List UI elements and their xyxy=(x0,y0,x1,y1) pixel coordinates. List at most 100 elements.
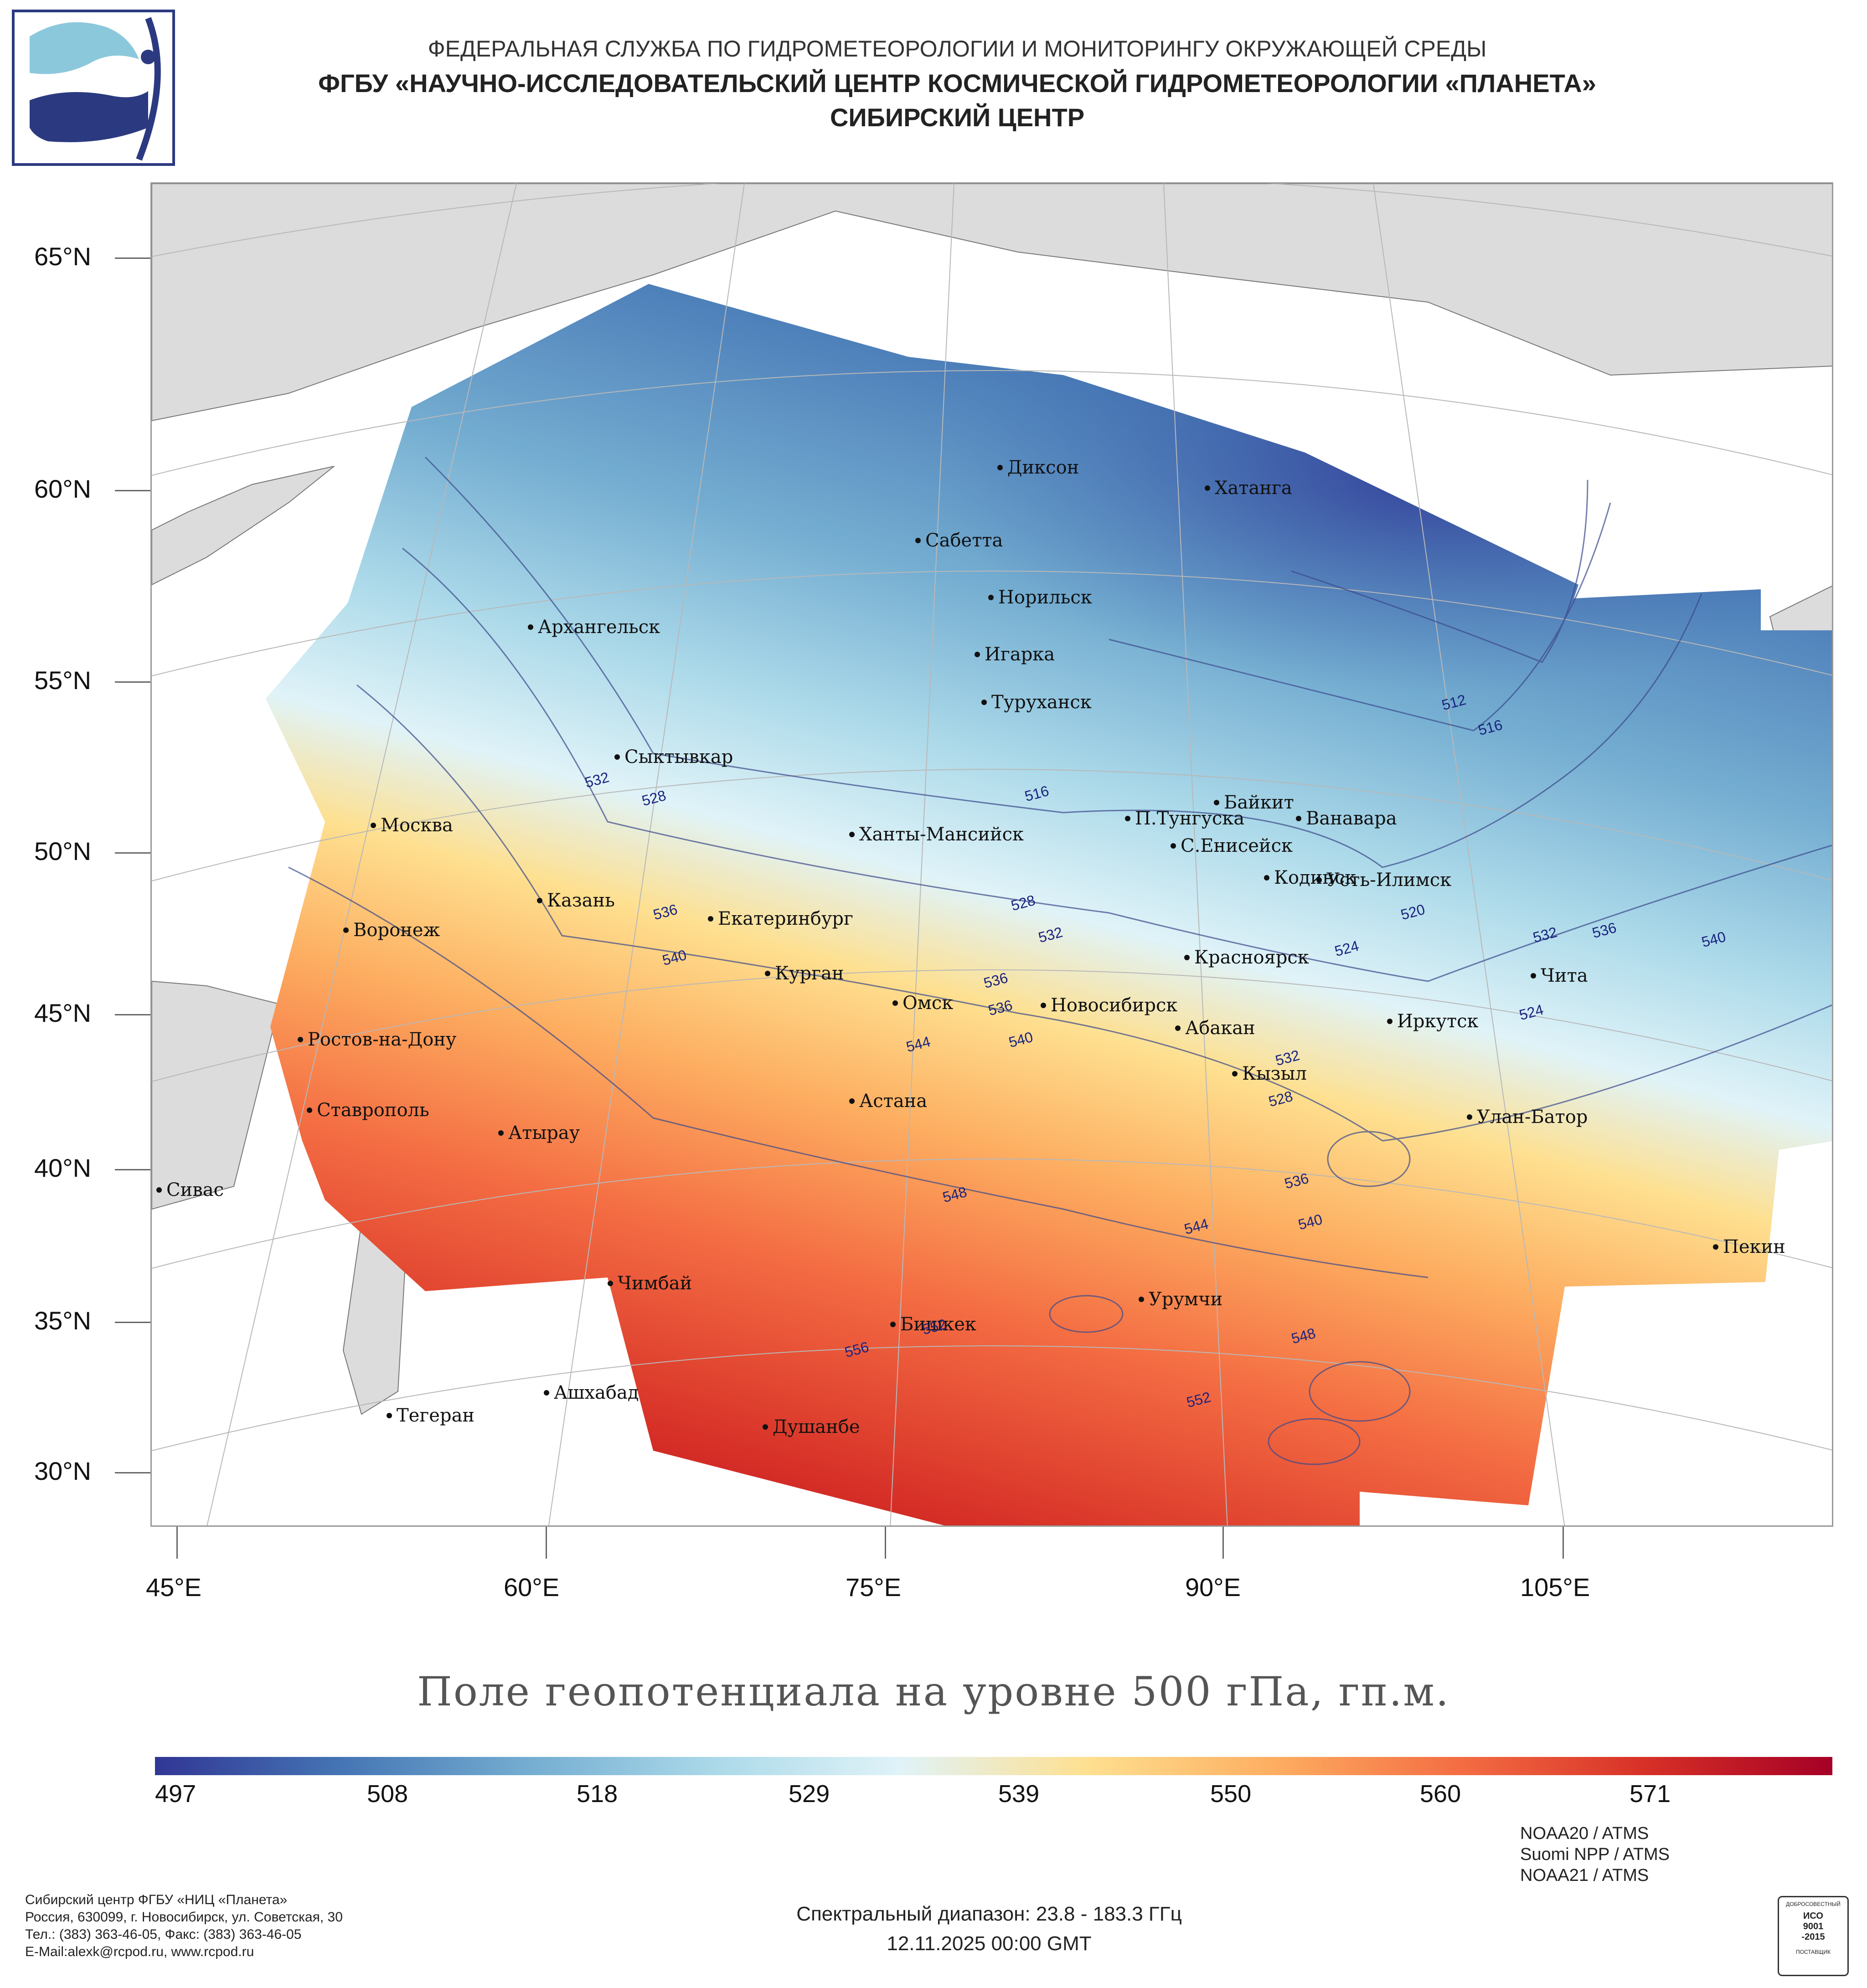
city-label: Байкит xyxy=(1224,792,1294,813)
city-dot xyxy=(1713,1244,1718,1250)
iso-badge: ДОБРОСОВЕСТНЫЙ ИСО 9001 -2015 ПОСТАВЩИК xyxy=(1778,1896,1849,1976)
city-dot xyxy=(1296,816,1301,821)
city-marker: Кодинск xyxy=(1264,867,1356,888)
spectral-range: Спектральный диапазон: 23.8 - 183.3 ГГц xyxy=(796,1903,1182,1925)
city-dot xyxy=(1184,955,1190,960)
city-label: Кызыл xyxy=(1242,1063,1307,1084)
city-marker: Ашхабад xyxy=(544,1382,639,1403)
city-label: Москва xyxy=(381,815,453,836)
city-marker: Кызыл xyxy=(1232,1063,1307,1084)
city-dot xyxy=(1264,875,1269,881)
satellite-item: Suomi NPP / ATMS xyxy=(1520,1845,1670,1864)
city-marker: Воронеж xyxy=(343,920,440,941)
city-dot xyxy=(343,927,349,933)
city-marker: Урумчи xyxy=(1139,1289,1222,1310)
city-label: Курган xyxy=(775,963,844,984)
header-line-1: ФЕДЕРАЛЬНАЯ СЛУЖБА ПО ГИДРОМЕТЕОРОЛОГИИ … xyxy=(428,36,1487,62)
city-dot xyxy=(849,832,855,837)
city-dot xyxy=(156,1187,162,1193)
city-marker: Курган xyxy=(765,963,844,984)
lon-tick xyxy=(885,1527,886,1559)
city-marker: Абакан xyxy=(1175,1018,1255,1039)
city-label: Иркутск xyxy=(1397,1011,1479,1032)
city-marker: Душанбе xyxy=(763,1416,860,1437)
city-dot xyxy=(1139,1297,1144,1302)
city-label: Чимбай xyxy=(618,1273,692,1294)
city-marker: Новосибирск xyxy=(1041,995,1177,1016)
org-line: E-Mail:alexk@rcpod.ru, www.rcpod.ru xyxy=(25,1944,254,1959)
lon-label-90: 90°E xyxy=(1185,1573,1241,1602)
city-marker: Иркутск xyxy=(1387,1011,1479,1032)
city-marker: Сивас xyxy=(156,1179,224,1200)
city-dot xyxy=(849,1098,855,1104)
city-dot xyxy=(1041,1003,1046,1008)
lat-tick xyxy=(115,1169,150,1170)
city-dot xyxy=(537,898,542,903)
city-marker: Пекин xyxy=(1713,1236,1785,1257)
city-label: Кодинск xyxy=(1274,867,1356,888)
colorbar-label: 529 xyxy=(789,1780,830,1808)
city-marker: Норильск xyxy=(988,587,1092,608)
iso-badge-bottom: ПОСТАВЩИК xyxy=(1795,1949,1831,1955)
geopotential-map: Диксон Хатанга Сабетта Норильск Архангельск И… xyxy=(150,182,1833,1527)
city-marker: Екатеринбург xyxy=(708,908,853,929)
city-dot xyxy=(614,754,620,760)
city-label: Ханты-Мансийск xyxy=(859,824,1024,845)
colorbar-label: 508 xyxy=(367,1780,408,1808)
city-dot xyxy=(708,916,713,922)
city-marker: Улан-Батор xyxy=(1467,1107,1588,1128)
header-line-3: СИБИРСКИЙ ЦЕНТР xyxy=(830,103,1085,132)
city-label: Урумчи xyxy=(1149,1289,1223,1310)
city-marker: Сыктывкар xyxy=(614,747,733,767)
org-line: Сибирский центр ФГБУ «НИЦ «Планета» xyxy=(25,1892,288,1907)
city-label: Красноярск xyxy=(1194,947,1309,968)
lat-tick xyxy=(115,490,150,491)
city-dot xyxy=(765,971,770,976)
city-label: Норильск xyxy=(998,587,1092,608)
lat-tick xyxy=(115,1014,150,1015)
lon-label-60: 60°E xyxy=(504,1573,560,1602)
lon-tick xyxy=(1222,1527,1224,1559)
city-marker: Бишкек xyxy=(890,1314,976,1335)
lat-label-35: 35°N xyxy=(34,1306,92,1335)
city-marker: Омск xyxy=(892,993,953,1014)
city-marker: Ростов-на-Дону xyxy=(298,1029,456,1050)
city-marker: Чимбай xyxy=(608,1273,692,1294)
city-label: Хатанга xyxy=(1215,478,1292,499)
lon-label-105: 105°E xyxy=(1520,1573,1590,1602)
city-label: Игарка xyxy=(985,644,1055,665)
city-dot xyxy=(1531,973,1536,979)
lat-tick xyxy=(115,852,150,854)
city-dot xyxy=(1467,1114,1472,1120)
city-marker: Туруханск xyxy=(981,692,1092,713)
city-dot xyxy=(387,1413,392,1418)
lat-tick xyxy=(115,258,150,259)
city-label: Екатеринбург xyxy=(718,908,853,929)
city-dot xyxy=(1316,877,1322,883)
city-dot xyxy=(892,1000,898,1006)
satellite-item: NOAA20 / ATMS xyxy=(1520,1824,1649,1843)
city-dot xyxy=(608,1281,613,1286)
city-dot xyxy=(498,1130,504,1136)
city-marker: Диксон xyxy=(997,457,1079,478)
city-label: Ростов-на-Дону xyxy=(308,1029,457,1050)
lat-tick xyxy=(115,681,150,683)
city-marker: Архангельск xyxy=(528,617,660,638)
colorbar-label: 571 xyxy=(1630,1780,1671,1808)
city-label: Архангельск xyxy=(538,617,660,638)
city-marker: Казань xyxy=(537,890,615,911)
city-label: П.Тунгуска xyxy=(1135,808,1245,829)
city-label: Ставрополь xyxy=(317,1100,429,1121)
city-dot xyxy=(763,1424,768,1430)
city-label: Астана xyxy=(859,1091,928,1112)
satellite-item: NOAA21 / ATMS xyxy=(1520,1866,1649,1885)
lat-label-65: 65°N xyxy=(34,242,92,271)
org-address: Сибирский центр ФГБУ «НИЦ «Планета» Росс… xyxy=(25,1891,343,1961)
scandinavia-land xyxy=(152,466,335,586)
city-label: Воронеж xyxy=(353,920,440,941)
city-marker: Астана xyxy=(849,1091,927,1112)
city-marker: Ванавара xyxy=(1296,808,1397,829)
iso-badge-top: ДОБРОСОВЕСТНЫЙ xyxy=(1786,1901,1841,1907)
city-dot xyxy=(915,538,921,543)
colorbar-label: 560 xyxy=(1420,1780,1461,1808)
